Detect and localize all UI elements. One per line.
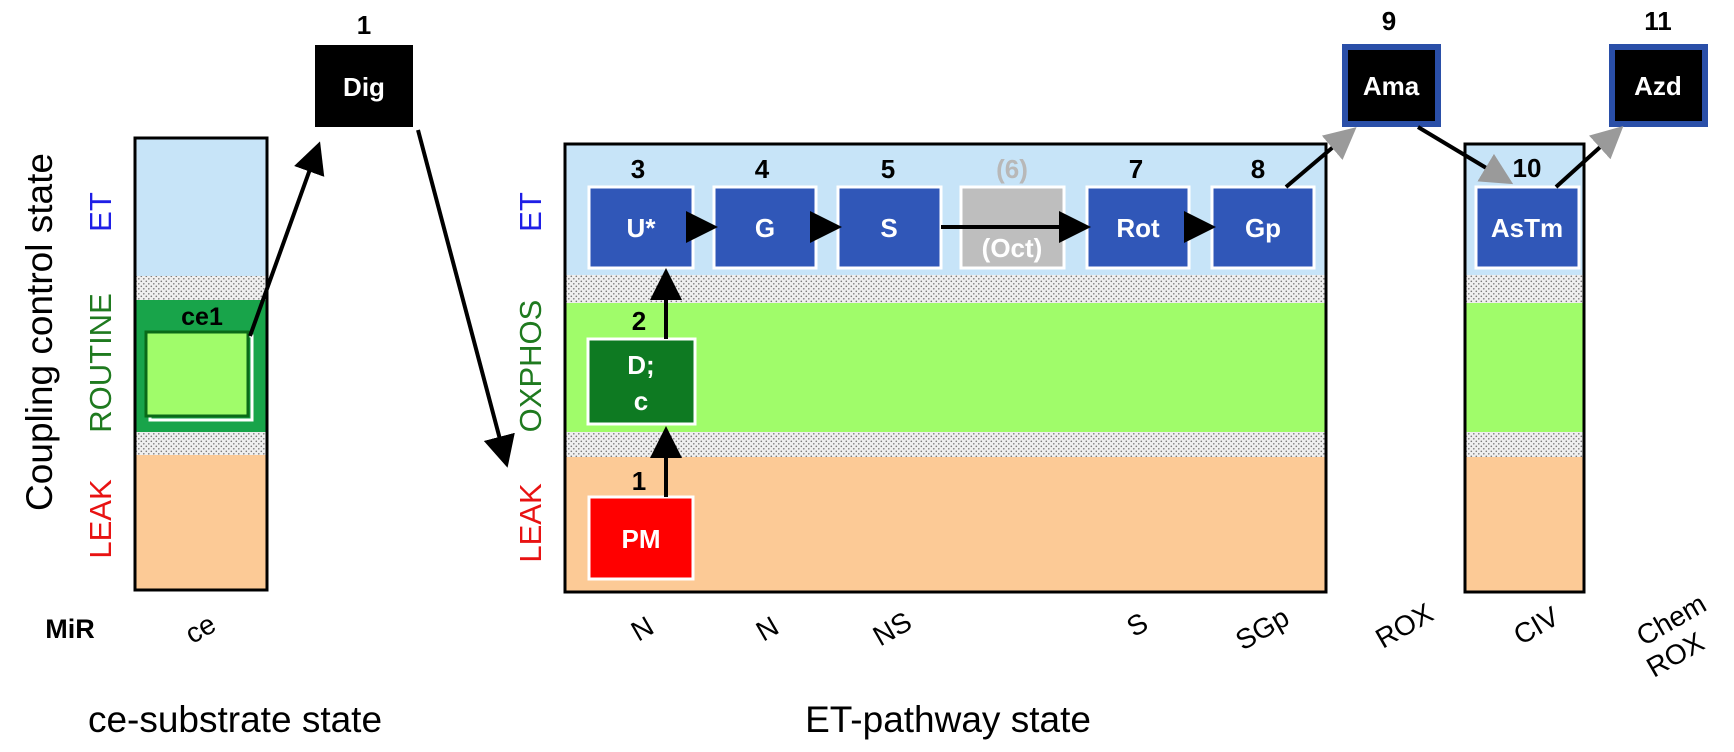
- s-box: [836, 185, 943, 270]
- astm-box: [1474, 185, 1581, 270]
- bottom-label-sgp: SGp: [1230, 601, 1294, 656]
- left-dotted-band-upper: [135, 276, 267, 300]
- et-pathway-state-title: ET-pathway state: [805, 699, 1091, 740]
- dc-label-line1: D;: [627, 350, 654, 380]
- arrows: [248, 125, 1624, 497]
- rox-label: ROX: [1370, 597, 1438, 654]
- azd-box: [1609, 44, 1708, 127]
- left-leak-label: LEAK: [83, 479, 118, 559]
- ama-number: 9: [1382, 6, 1396, 36]
- g-box: [712, 185, 818, 270]
- civ-dotted-band-lower: [1465, 432, 1584, 457]
- dig-number: 1: [357, 10, 371, 40]
- pm-label: PM: [622, 524, 661, 554]
- pm-box: [587, 495, 695, 581]
- rot-box: [1085, 185, 1191, 270]
- dig-step: 1 Dig: [315, 10, 413, 127]
- left-routine-label: ROUTINE: [83, 293, 118, 433]
- arrow-ce1-to-dig: [248, 141, 325, 337]
- rot-label: Rot: [1116, 213, 1160, 243]
- main-panel: ET OXPHOS LEAK PM 1 D; c 2 U* 3 G 4 S 5 …: [513, 142, 1328, 740]
- oct-label: (Oct): [982, 233, 1043, 263]
- civ-label: CIV: [1508, 601, 1564, 651]
- left-panel: ce1 ET ROUTINE LEAK MiR ce ce-substrate …: [45, 136, 382, 740]
- civ-dotted-band-upper: [1465, 275, 1584, 303]
- gp-number: 8: [1251, 154, 1265, 184]
- bottom-label-s: S: [1121, 607, 1153, 643]
- astm-number: 10: [1513, 153, 1542, 183]
- azd-step: 11 Azd Chem ROX: [1609, 6, 1711, 683]
- main-dotted-band-upper: [565, 275, 1326, 303]
- ama-step: 9 Ama ROX: [1342, 6, 1441, 654]
- left-panel-frame: [133, 136, 269, 592]
- u-number: 3: [631, 154, 645, 184]
- azd-number: 11: [1644, 6, 1672, 36]
- civ-leak-band: [1465, 457, 1584, 592]
- oct-number: (6): [996, 154, 1028, 184]
- left-et-band: [135, 138, 267, 276]
- gp-box: [1210, 185, 1316, 270]
- ce-substrate-state-title: ce-substrate state: [88, 699, 382, 740]
- dig-label: Dig: [343, 72, 385, 102]
- main-dotted-band-lower: [565, 432, 1326, 457]
- left-leak-band: [135, 455, 267, 590]
- ce1-label: ce1: [181, 303, 223, 331]
- g-label: G: [755, 213, 775, 243]
- pm-number: 1: [632, 466, 646, 496]
- ce-substrate-label: ce: [180, 608, 221, 650]
- left-dotted-band-lower: [135, 432, 267, 455]
- s-label: S: [880, 213, 897, 243]
- dc-box: [586, 337, 697, 426]
- mir-label: MiR: [45, 614, 95, 644]
- y-axis-title: Coupling control state: [19, 153, 60, 511]
- astm-label: AsTm: [1491, 213, 1563, 243]
- arrow-astm-to-azd: [1554, 125, 1624, 189]
- u-box: [587, 185, 695, 270]
- u-label: U*: [627, 213, 657, 243]
- civ-panel-frame: [1463, 142, 1586, 594]
- ama-box: [1342, 44, 1441, 127]
- main-panel-frame: [563, 142, 1328, 594]
- main-et-label: ET: [513, 192, 548, 232]
- left-et-label: ET: [83, 192, 118, 232]
- ce1-box: [144, 330, 250, 418]
- bottom-label-ns: NS: [868, 606, 917, 652]
- dc-number: 2: [632, 306, 646, 336]
- civ-oxphos-band: [1465, 303, 1584, 432]
- bottom-label-n-2: N: [751, 610, 784, 647]
- rot-number: 7: [1129, 154, 1143, 184]
- arrow-dig-to-leak: [416, 129, 515, 468]
- dig-box: [315, 45, 413, 127]
- arrow-ama-to-astm: [1416, 125, 1514, 185]
- azd-label: Azd: [1634, 71, 1682, 101]
- g-number: 4: [755, 154, 770, 184]
- arrow-gp-to-ama: [1284, 127, 1357, 189]
- main-leak-label: LEAK: [513, 483, 548, 563]
- civ-panel: AsTm 10 CIV: [1463, 142, 1586, 651]
- bottom-label-n-1: N: [626, 610, 659, 647]
- dc-label-line2: c: [634, 386, 648, 416]
- main-oxphos-label: OXPHOS: [513, 300, 548, 433]
- gp-label: Gp: [1245, 213, 1281, 243]
- s-number: 5: [881, 154, 895, 184]
- ama-label: Ama: [1363, 71, 1420, 101]
